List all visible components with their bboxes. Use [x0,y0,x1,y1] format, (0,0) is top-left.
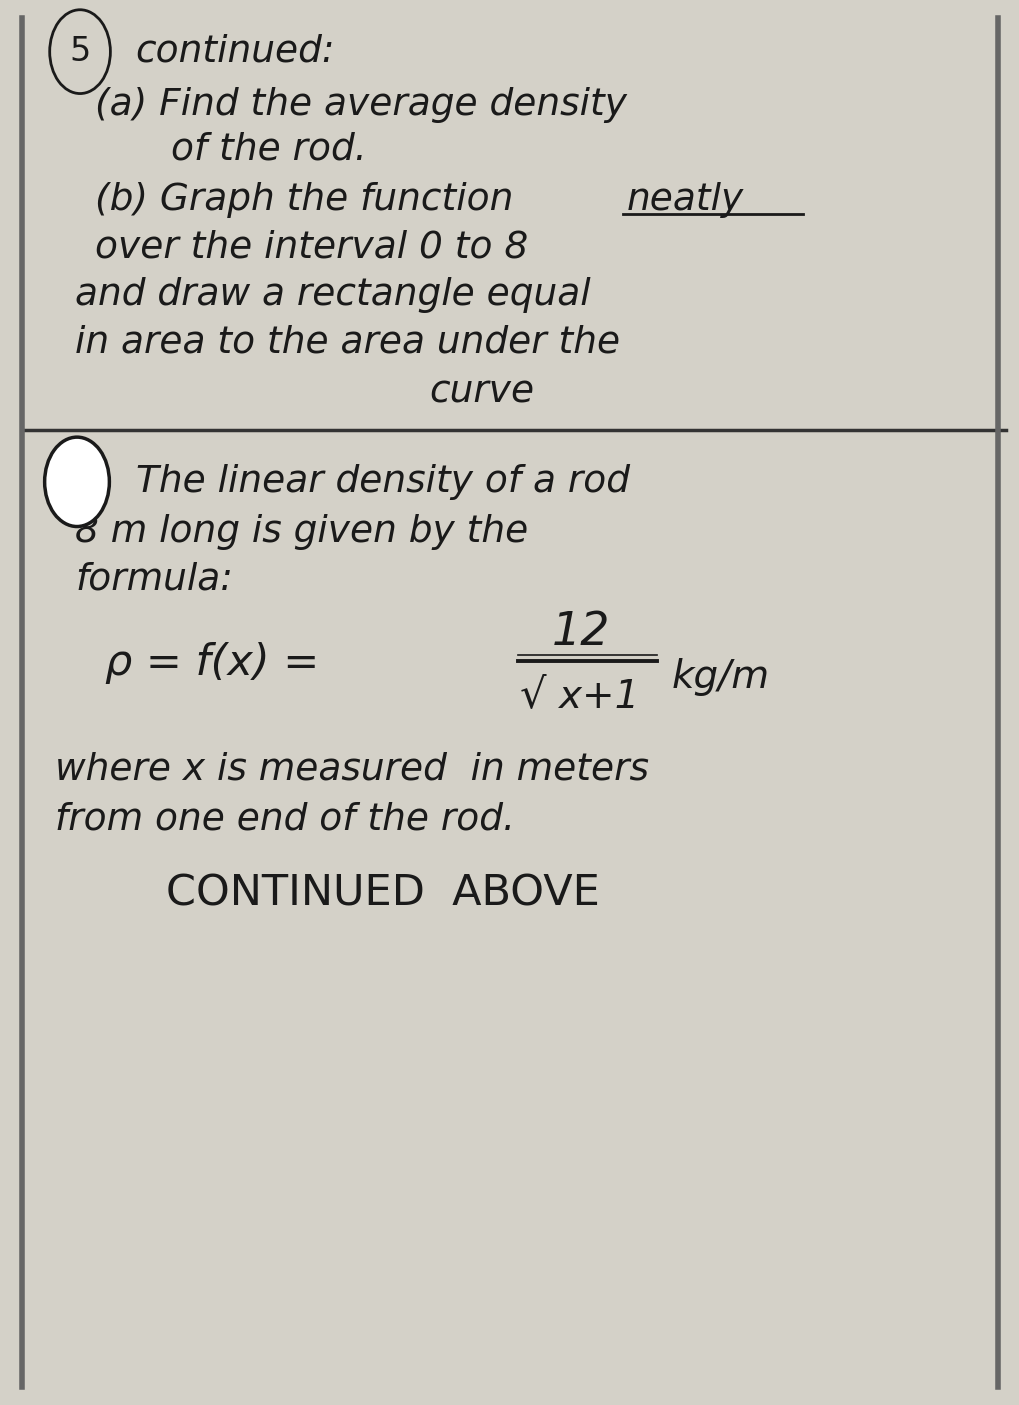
Text: The linear density of a rod: The linear density of a rod [136,464,629,500]
Text: continued:: continued: [136,34,335,70]
Circle shape [45,437,109,527]
Text: of the rod.: of the rod. [171,132,367,167]
Text: and draw a rectangle equal: and draw a rectangle equal [75,277,590,313]
Text: neatly: neatly [626,181,743,218]
Text: √: √ [520,674,546,717]
Text: CONTINUED  ABOVE: CONTINUED ABOVE [166,873,599,915]
Text: (a) Find the average density: (a) Find the average density [95,87,627,122]
Text: where x is measured  in meters: where x is measured in meters [55,752,648,788]
Text: formula:: formula: [75,562,232,597]
Text: 5: 5 [66,465,88,499]
Text: kg/m: kg/m [672,659,769,697]
Text: 12: 12 [551,610,609,655]
Text: in area to the area under the: in area to the area under the [75,325,620,360]
Text: over the interval 0 to 8: over the interval 0 to 8 [95,229,528,266]
Text: 8 m long is given by the: 8 m long is given by the [75,514,528,551]
Text: 5: 5 [69,35,91,69]
Text: x+1: x+1 [558,679,638,717]
Text: ρ = f(x) =: ρ = f(x) = [105,642,333,684]
Text: (b) Graph the function: (b) Graph the function [95,181,525,218]
Text: curve: curve [429,375,534,410]
Text: from one end of the rod.: from one end of the rod. [55,802,515,837]
